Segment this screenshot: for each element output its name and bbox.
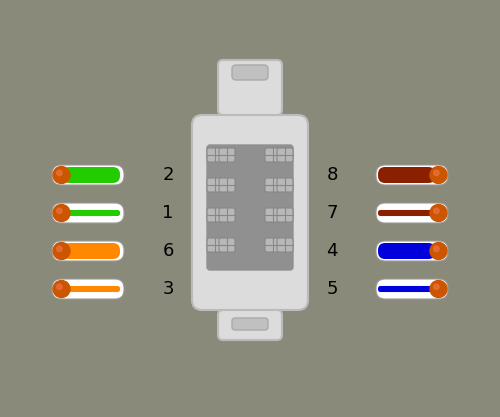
- FancyBboxPatch shape: [52, 203, 124, 223]
- FancyBboxPatch shape: [219, 208, 235, 222]
- Text: 4: 4: [326, 242, 338, 260]
- FancyBboxPatch shape: [378, 281, 436, 297]
- FancyBboxPatch shape: [277, 148, 293, 162]
- Circle shape: [56, 246, 62, 251]
- FancyBboxPatch shape: [232, 318, 268, 330]
- FancyBboxPatch shape: [207, 238, 223, 252]
- Circle shape: [430, 204, 447, 221]
- Circle shape: [430, 243, 447, 259]
- FancyBboxPatch shape: [218, 60, 282, 115]
- FancyBboxPatch shape: [265, 208, 281, 222]
- FancyBboxPatch shape: [265, 178, 281, 192]
- FancyBboxPatch shape: [277, 178, 293, 192]
- FancyBboxPatch shape: [277, 208, 293, 222]
- FancyBboxPatch shape: [62, 167, 120, 183]
- Text: 2: 2: [162, 166, 174, 184]
- FancyBboxPatch shape: [52, 165, 124, 185]
- Circle shape: [430, 166, 447, 183]
- FancyBboxPatch shape: [218, 310, 282, 340]
- FancyBboxPatch shape: [62, 286, 120, 292]
- FancyBboxPatch shape: [232, 65, 268, 80]
- FancyBboxPatch shape: [376, 203, 448, 223]
- Circle shape: [53, 243, 70, 259]
- Circle shape: [53, 204, 70, 221]
- FancyBboxPatch shape: [376, 165, 448, 185]
- FancyBboxPatch shape: [265, 148, 281, 162]
- Circle shape: [56, 170, 62, 176]
- FancyBboxPatch shape: [219, 238, 235, 252]
- FancyBboxPatch shape: [376, 279, 448, 299]
- FancyBboxPatch shape: [192, 115, 308, 310]
- FancyBboxPatch shape: [378, 243, 436, 259]
- FancyBboxPatch shape: [378, 205, 436, 221]
- FancyBboxPatch shape: [62, 243, 120, 259]
- Circle shape: [53, 281, 70, 297]
- FancyBboxPatch shape: [219, 178, 235, 192]
- Circle shape: [430, 281, 447, 297]
- Circle shape: [56, 208, 62, 214]
- FancyBboxPatch shape: [207, 178, 223, 192]
- Circle shape: [53, 166, 70, 183]
- FancyBboxPatch shape: [62, 205, 120, 221]
- FancyBboxPatch shape: [207, 145, 293, 270]
- Text: 6: 6: [162, 242, 173, 260]
- FancyBboxPatch shape: [52, 279, 124, 299]
- FancyBboxPatch shape: [52, 241, 124, 261]
- FancyBboxPatch shape: [219, 148, 235, 162]
- FancyBboxPatch shape: [62, 210, 120, 216]
- Text: 7: 7: [326, 204, 338, 222]
- FancyBboxPatch shape: [378, 167, 436, 183]
- FancyBboxPatch shape: [62, 281, 120, 297]
- Text: 8: 8: [326, 166, 338, 184]
- Circle shape: [434, 170, 439, 176]
- Circle shape: [434, 208, 439, 214]
- Circle shape: [56, 284, 62, 289]
- Text: 3: 3: [162, 280, 174, 298]
- Text: 5: 5: [326, 280, 338, 298]
- Circle shape: [434, 284, 439, 289]
- FancyBboxPatch shape: [378, 210, 436, 216]
- Text: 1: 1: [162, 204, 173, 222]
- FancyBboxPatch shape: [277, 238, 293, 252]
- FancyBboxPatch shape: [207, 148, 223, 162]
- FancyBboxPatch shape: [378, 286, 436, 292]
- Circle shape: [434, 246, 439, 251]
- FancyBboxPatch shape: [376, 241, 448, 261]
- FancyBboxPatch shape: [207, 208, 223, 222]
- FancyBboxPatch shape: [265, 238, 281, 252]
